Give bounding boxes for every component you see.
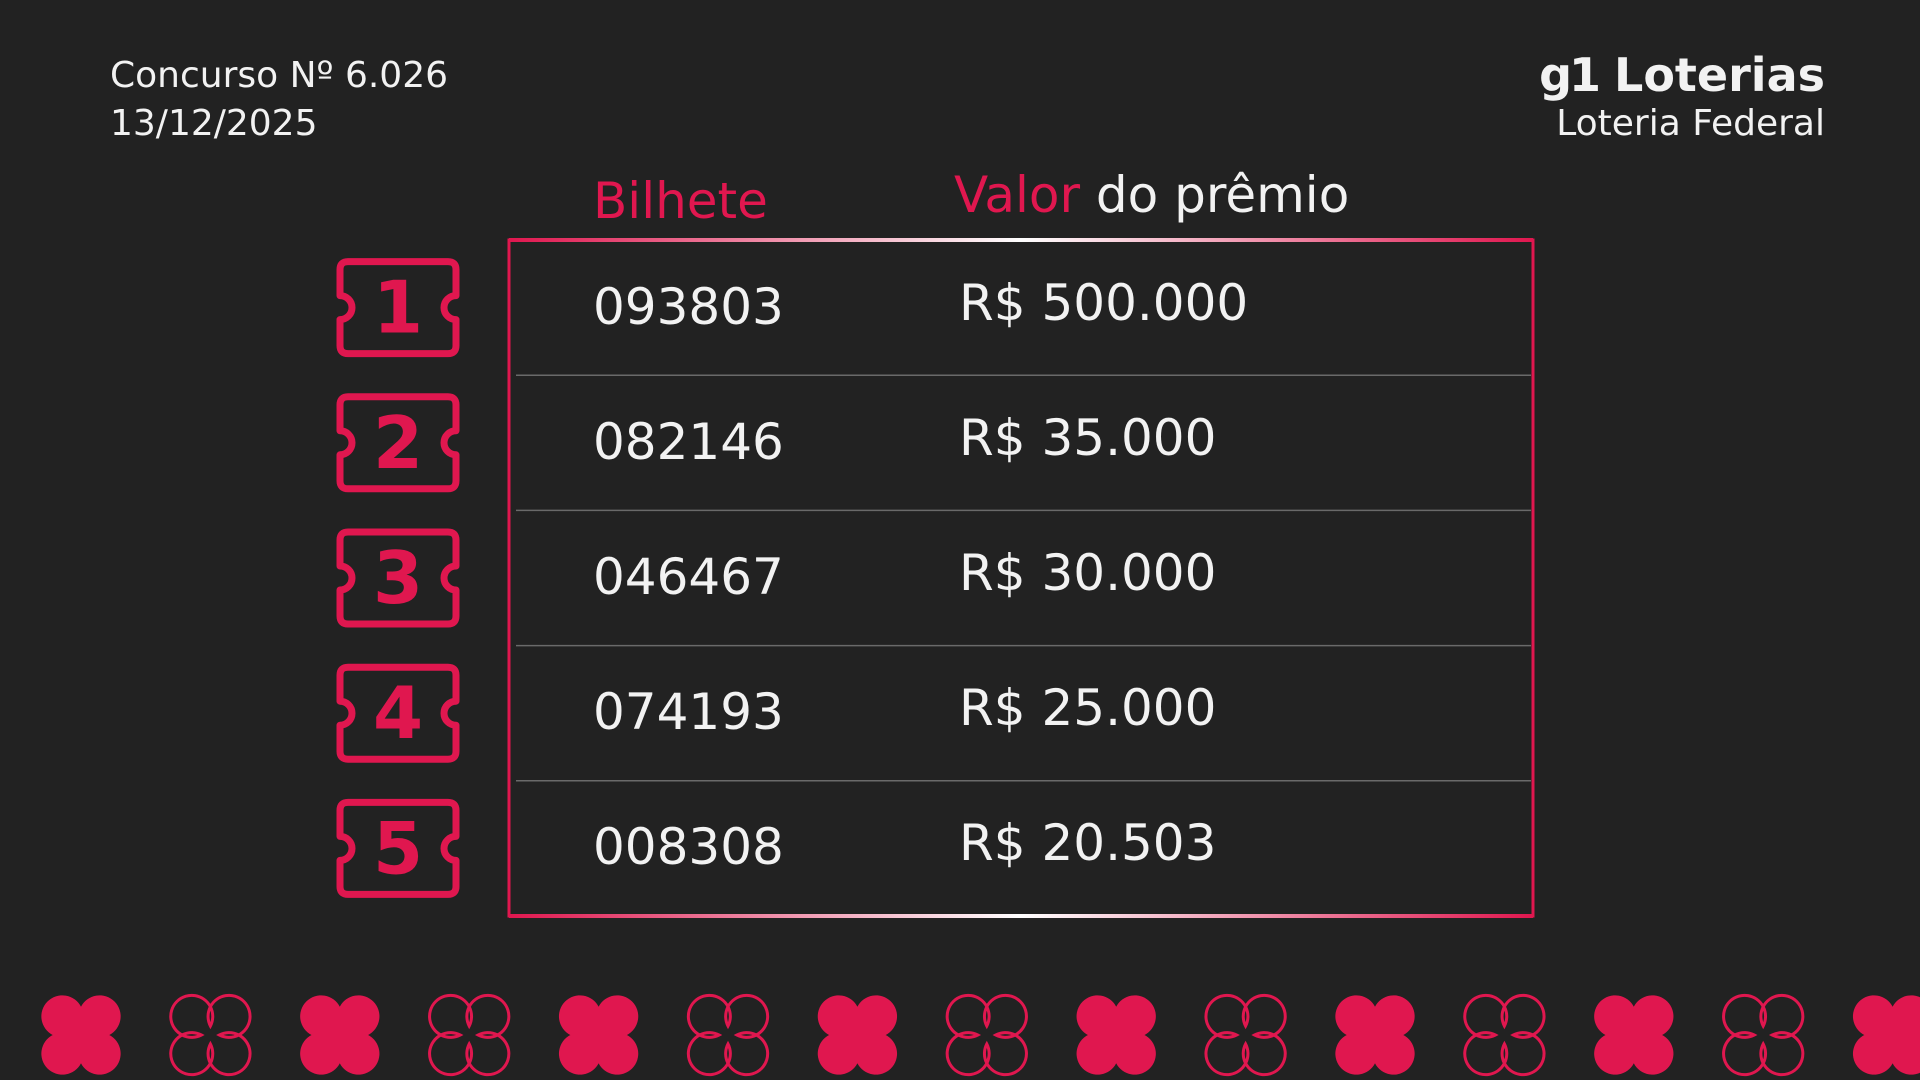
rank: 2 [373,401,423,485]
prize: R$ 500.000 [959,273,1249,332]
subtitle: Loteria Federal [1556,103,1825,144]
ticket: 093803 [593,277,784,336]
clover-filled [1335,995,1415,1075]
brand: g1 Loterias [1539,52,1825,98]
rank-ticket-icon [336,393,460,493]
logo: g1 [1539,48,1601,102]
rank-ticket-icon [336,528,460,628]
clover-filled [558,995,639,1075]
prize-header-highlight: Valor [954,166,1081,224]
clover-outline [1204,993,1287,1077]
ticket: 008308 [593,818,784,877]
prize: R$ 20.503 [959,814,1217,873]
clover-strip [41,993,1920,1077]
clover-outline [1722,993,1805,1077]
clover-outline [945,993,1028,1077]
rank-ticket-icon [336,258,460,358]
prize: R$ 35.000 [959,408,1217,467]
clover-filled [817,995,898,1075]
clover-outline [1463,993,1546,1077]
ticket: 046467 [593,548,784,606]
rank: 5 [373,806,423,890]
rank: 4 [373,671,423,755]
prize-header: Valor do prêmio [954,170,1349,220]
prize-header-rest: do prêmio [1095,166,1350,224]
rank-ticket-icon [336,663,460,763]
prize: R$ 25.000 [959,679,1217,738]
clover-outline [428,993,511,1077]
ticket: 074193 [593,683,784,742]
clover-outline [169,993,252,1077]
table-bottom-shine [509,914,1533,918]
rank-ticket-icon [336,798,460,898]
table-top-shine [509,238,1533,242]
clover-filled [1853,995,1920,1075]
row-graphics: 1 2 3 4 5 [336,258,1531,898]
clover-filled [41,995,121,1075]
brand-name: Loterias [1614,48,1825,102]
clover-filled [1076,995,1156,1075]
clover-filled [1594,995,1674,1075]
rank: 1 [373,266,423,350]
date: 13/12/2025 [110,103,318,144]
contest: Concurso Nº 6.026 [110,55,449,96]
rank: 3 [373,536,423,620]
ticket: 082146 [593,412,784,471]
clover-filled [300,995,380,1075]
ticket-header: Bilhete [593,172,768,230]
clover-outline [686,993,770,1077]
prize: R$ 30.000 [959,544,1217,602]
